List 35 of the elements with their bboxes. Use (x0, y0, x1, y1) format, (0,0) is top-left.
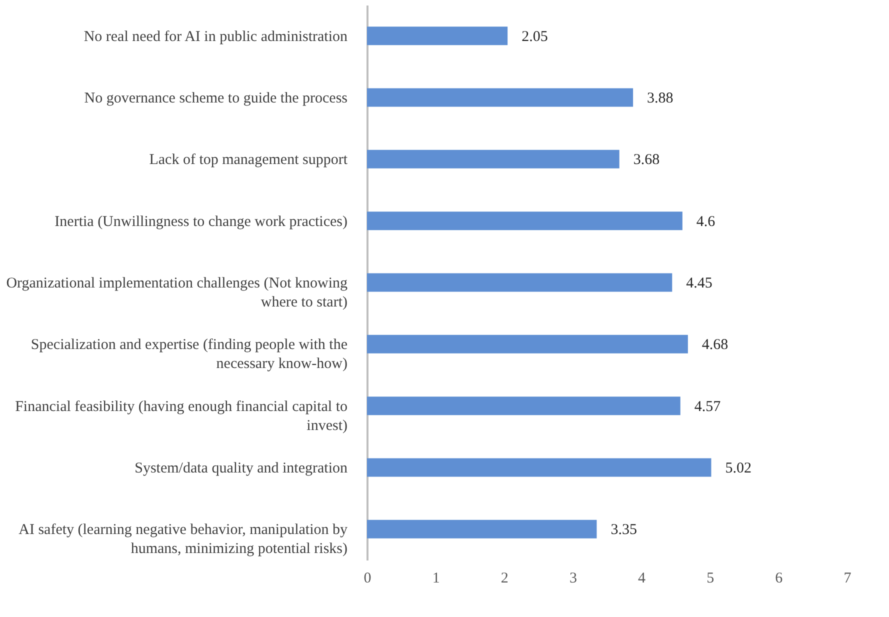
data-label: 2.05 (522, 28, 548, 45)
bar (367, 212, 682, 230)
y-tick-label: Financial feasibility (having enough financial capital to invest) (15, 398, 348, 434)
x-tick-label: 4 (638, 570, 646, 586)
y-tick-label: Organizational implementation challenges (Not knowing where to start) (6, 276, 348, 310)
bar (367, 520, 597, 538)
data-label: 4.68 (702, 337, 728, 354)
data-label: 4.57 (694, 398, 722, 415)
data-label: 5.02 (725, 460, 752, 476)
x-tick-label: 2 (500, 570, 508, 586)
data-label: 4.6 (696, 214, 716, 230)
y-tick-label: No governance scheme to guide the process (84, 90, 348, 106)
bar (367, 458, 712, 477)
x-tick-label: 0 (364, 570, 372, 586)
y-tick-label: No real need for AI in public administration (84, 28, 348, 45)
y-tick-label: Lack of top management support (149, 152, 348, 168)
data-label: 4.45 (686, 276, 712, 292)
bar (367, 88, 634, 107)
x-tick-label: 3 (569, 570, 577, 586)
x-tick-label: 1 (432, 570, 440, 586)
bar (367, 150, 620, 168)
x-tick-label: 7 (844, 570, 852, 586)
data-label: 3.88 (647, 90, 674, 106)
y-tick-label: Specialization and expertise (finding people with the necessary know-how) (30, 337, 348, 372)
bar (367, 273, 672, 292)
bar (367, 26, 508, 46)
bar (367, 334, 688, 354)
y-tick-label: System/data quality and integration (134, 460, 348, 476)
x-tick-label: 6 (775, 570, 784, 586)
y-tick-label: Inertia (Unwillingness to change work practices) (54, 214, 348, 230)
bar (367, 396, 680, 416)
data-label: 3.35 (610, 522, 637, 538)
x-tick-label: 5 (706, 570, 714, 586)
data-label: 3.68 (633, 152, 660, 168)
y-tick-label: AI safety (learning negative behavior, manipulation by humans, minimizing potential risks) (18, 522, 348, 558)
